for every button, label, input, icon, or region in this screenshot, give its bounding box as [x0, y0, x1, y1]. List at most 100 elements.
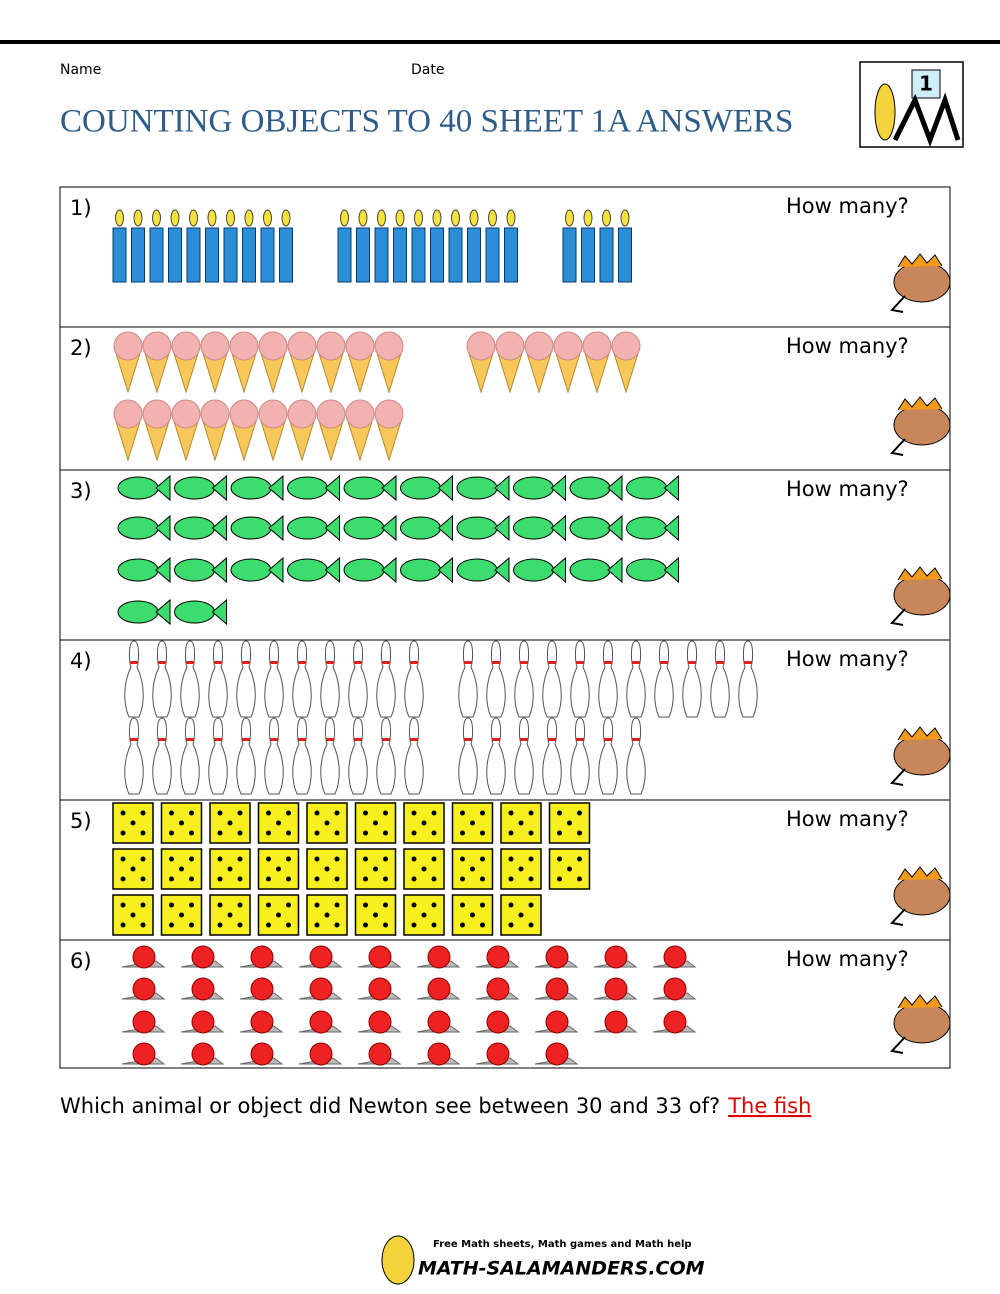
fish-tail: [437, 474, 453, 502]
die-dot: [508, 876, 514, 882]
fish-tail: [437, 556, 453, 584]
pin: [152, 640, 172, 718]
pin: [292, 717, 312, 795]
snail-shell: [309, 1010, 333, 1034]
die-dot: [227, 912, 233, 918]
salamander-leg: [890, 908, 906, 926]
snail-shell: [545, 945, 569, 969]
die-dot: [480, 856, 485, 862]
die-dot: [421, 912, 427, 918]
scoop: [258, 331, 288, 361]
die-dot: [286, 810, 291, 816]
snail-shell: [250, 945, 274, 969]
fish-tail: [381, 474, 397, 502]
die-dot: [528, 922, 534, 928]
snail-shell: [368, 1042, 392, 1066]
die-dot: [528, 810, 534, 816]
pin: [180, 717, 200, 795]
pin-stripe: [270, 661, 278, 664]
pin: [654, 640, 674, 718]
die-dot: [373, 820, 378, 826]
pin: [180, 640, 200, 718]
die-dot: [577, 876, 582, 882]
die-dot: [120, 830, 126, 836]
fish-body: [174, 600, 215, 624]
pin-stripe: [242, 661, 250, 664]
snail-shell: [250, 1042, 274, 1066]
die-dot: [528, 902, 534, 908]
die-dot: [217, 856, 223, 862]
pin-stripe: [716, 661, 724, 664]
pin-stripe: [548, 738, 556, 741]
pin-stripe: [298, 738, 306, 741]
die-dot: [140, 856, 146, 862]
die-dot: [431, 856, 437, 862]
die-dot: [567, 820, 572, 826]
candle-flame: [583, 209, 593, 227]
die-dot: [227, 820, 233, 826]
question-number: 1): [70, 196, 92, 220]
scoop: [582, 331, 612, 361]
die-dot: [411, 856, 417, 862]
fish-tail: [324, 556, 340, 584]
question-row: 5) How many?: [60, 799, 951, 936]
scoop: [287, 399, 317, 429]
scoop: [171, 331, 201, 361]
die-dot: [169, 902, 174, 908]
die-dot: [431, 902, 437, 908]
pin: [542, 640, 562, 718]
candle-body: [411, 227, 426, 283]
die-dot: [237, 902, 243, 908]
die-dot: [411, 876, 417, 882]
snail-shell: [545, 1042, 569, 1066]
candle-flame: [469, 209, 479, 227]
pin: [320, 717, 340, 795]
snail-shell: [368, 1010, 392, 1034]
candle-body: [562, 227, 577, 283]
die-dot: [383, 830, 388, 836]
die-dot: [363, 876, 368, 882]
die-dot: [460, 902, 465, 908]
die-dot: [276, 912, 281, 918]
snail-shell: [427, 1010, 451, 1034]
candle-flame: [565, 209, 574, 227]
fish-body: [513, 558, 554, 582]
die-dot: [179, 912, 184, 918]
scoop: [553, 331, 583, 361]
pin-stripe: [298, 661, 306, 664]
die-dot: [373, 912, 378, 918]
die-dot: [363, 856, 368, 862]
die-dot: [508, 810, 514, 816]
snail-shell: [486, 977, 510, 1001]
pin: [458, 640, 478, 718]
die-dot: [480, 830, 485, 836]
die-dot: [383, 902, 388, 908]
snail-shell: [368, 945, 392, 969]
scoop: [171, 399, 201, 429]
die-dot: [383, 810, 388, 816]
snail-shell: [309, 1042, 333, 1066]
candle-flame: [395, 209, 405, 227]
pin-stripe: [326, 738, 334, 741]
die-dot: [169, 922, 174, 928]
die-dot: [169, 810, 174, 816]
candle-flame: [506, 209, 516, 227]
die-dot: [237, 876, 243, 882]
fish-body: [117, 516, 159, 540]
fish-tail: [607, 474, 623, 502]
fish-tail: [211, 598, 227, 626]
fish-body: [343, 476, 385, 500]
candle-body: [279, 227, 293, 283]
snail-shell: [604, 1010, 628, 1034]
question-prompt: How many?: [786, 647, 909, 671]
pin: [292, 640, 312, 718]
die-dot: [120, 922, 126, 928]
pin-stripe: [464, 738, 472, 741]
fish-body: [569, 516, 611, 540]
die-dot: [431, 922, 437, 928]
fish-tail: [268, 474, 284, 502]
candle-flame: [281, 209, 291, 227]
pin-stripe: [214, 738, 222, 741]
fish-body: [117, 600, 159, 624]
